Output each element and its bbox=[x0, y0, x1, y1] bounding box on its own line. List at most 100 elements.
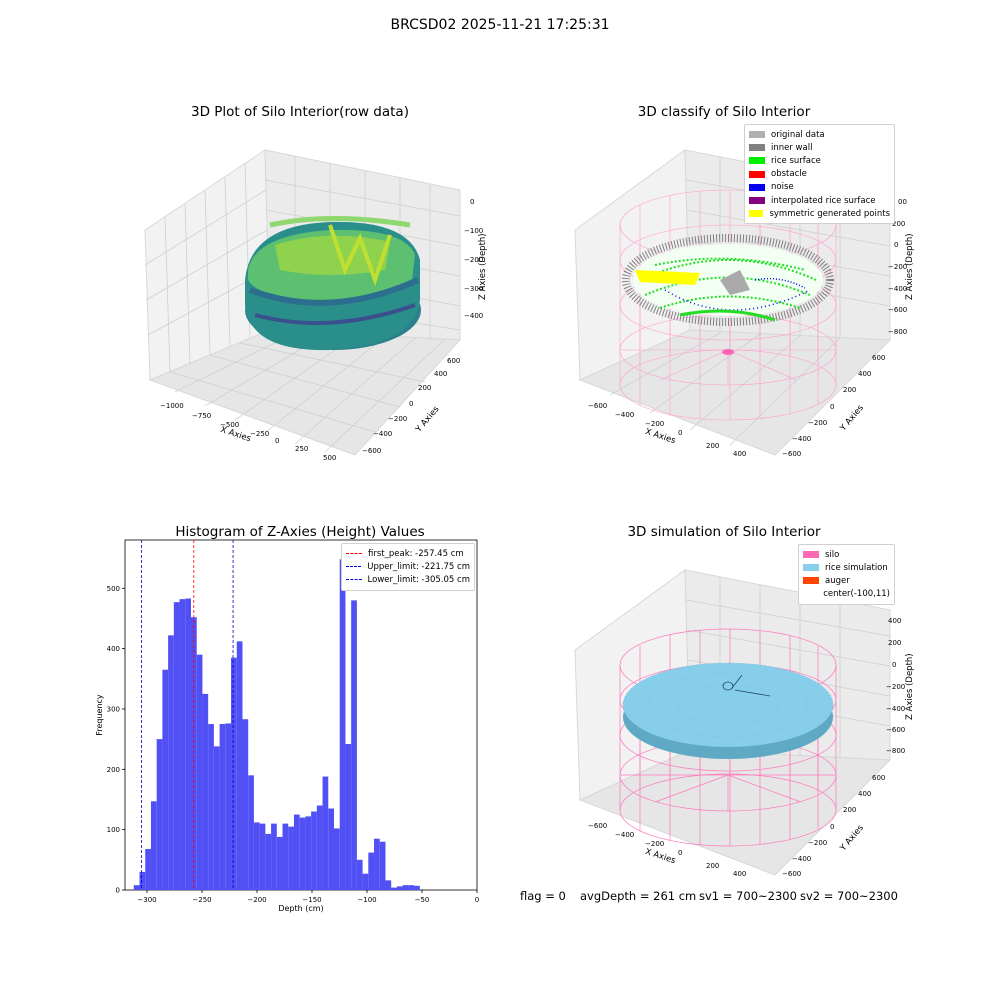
legend-label: noise bbox=[771, 182, 794, 193]
cls-xtick: 400 bbox=[733, 450, 746, 458]
raw-ytick: 200 bbox=[418, 384, 431, 392]
sim-ztick: −600 bbox=[886, 726, 905, 734]
cls-ytick: −400 bbox=[792, 435, 811, 443]
cls-ytick: 200 bbox=[843, 386, 856, 394]
sim-ytick: 400 bbox=[858, 790, 871, 798]
legend-swatch bbox=[749, 157, 765, 165]
legend-label: obstacle bbox=[771, 169, 807, 180]
histogram-bar bbox=[362, 873, 369, 890]
raw-xtick: −750 bbox=[192, 412, 211, 420]
legend-label: center(-100,11) bbox=[823, 589, 890, 600]
legend-entry: Lower_limit: -305.05 cm bbox=[346, 573, 470, 586]
sim-xtick: 0 bbox=[678, 849, 682, 857]
legend-entry: symmetric generated points bbox=[749, 207, 890, 220]
cls-ytick: 400 bbox=[858, 370, 871, 378]
sim-ztick: 200 bbox=[888, 639, 901, 647]
histogram-bar bbox=[391, 887, 397, 890]
histogram-bar bbox=[305, 816, 312, 890]
histogram-bar bbox=[402, 885, 409, 890]
rice-simulation-surface bbox=[622, 662, 834, 759]
histogram-bar bbox=[242, 719, 249, 890]
status-flag: flag = 0 bbox=[520, 889, 566, 903]
histogram-bar bbox=[259, 823, 266, 890]
sim-ztick: 0 bbox=[892, 661, 896, 669]
sim-xtick: −600 bbox=[588, 822, 607, 830]
raw-ztick: −400 bbox=[464, 312, 483, 320]
raw-ticks: −1000 −750 −500 −250 0 250 500 −600 −400… bbox=[160, 198, 483, 462]
x-tick-label: −300 bbox=[137, 896, 156, 904]
legend-label: inner wall bbox=[771, 142, 813, 153]
x-tick-label: −50 bbox=[415, 896, 430, 904]
classify-plot-title: 3D classify of Silo Interior bbox=[637, 104, 811, 120]
histogram-bar bbox=[299, 817, 306, 890]
raw-3d-plot[interactable]: −1000 −750 −500 −250 0 250 500 −600 −400… bbox=[130, 130, 490, 470]
raw-ztick: −300 bbox=[464, 285, 483, 293]
legend-swatch bbox=[749, 144, 765, 152]
histogram-bar bbox=[374, 838, 380, 890]
status-sv1: sv1 = 700~2300 bbox=[699, 889, 797, 903]
histogram-bars bbox=[133, 559, 420, 890]
cls-ztick: −600 bbox=[888, 306, 907, 314]
raw-xtick: −1000 bbox=[160, 402, 184, 410]
histogram-bar bbox=[345, 743, 352, 890]
histogram-bar bbox=[414, 885, 420, 890]
y-tick-label: 500 bbox=[107, 585, 120, 593]
legend-entry: original data bbox=[749, 128, 890, 141]
histogram-bar bbox=[179, 599, 186, 890]
cls-ytick: 0 bbox=[830, 403, 834, 411]
raw-ytick: 600 bbox=[447, 357, 460, 365]
x-tick-label: 0 bbox=[475, 896, 479, 904]
histogram-bar bbox=[276, 836, 283, 890]
sim-ylabel: Y Axies bbox=[838, 823, 866, 854]
simulation-3d-plot[interactable]: −600 −400 −200 0 200 400 −600 −400 −200 … bbox=[560, 550, 920, 890]
y-tick-label: 400 bbox=[107, 645, 120, 653]
legend-entry: rice surface bbox=[749, 154, 890, 167]
histogram-bar bbox=[379, 841, 386, 890]
legend-swatch bbox=[803, 577, 819, 585]
sim-ytick: 200 bbox=[843, 806, 856, 814]
pane-floor bbox=[578, 329, 892, 456]
x-tick-label: −150 bbox=[302, 896, 321, 904]
raw-ytick: −200 bbox=[388, 415, 407, 423]
histogram-bar bbox=[133, 885, 140, 890]
sim-ytick: −200 bbox=[808, 839, 827, 847]
legend-entry: auger bbox=[803, 574, 890, 587]
sim-ztick: −400 bbox=[886, 705, 905, 713]
auger bbox=[722, 674, 771, 697]
histogram-bar bbox=[351, 600, 357, 890]
histogram-bar bbox=[162, 669, 169, 890]
legend-swatch bbox=[749, 131, 765, 139]
legend-label: interpolated rice surface bbox=[771, 195, 876, 206]
raw-ytick: −600 bbox=[362, 447, 381, 455]
legend-entry: noise bbox=[749, 181, 890, 194]
sim-ztick: −200 bbox=[886, 683, 905, 691]
cls-xtick: 0 bbox=[678, 429, 682, 437]
raw-xtick: 500 bbox=[323, 454, 336, 462]
histogram-chart[interactable]: −300 −250 −200 −150 −100 −50 0 0 100 200 300 400 50… bbox=[80, 530, 500, 920]
raw-ylabel: Y Axies bbox=[413, 404, 441, 435]
legend-line bbox=[346, 579, 362, 581]
x-tick-label: −100 bbox=[357, 896, 376, 904]
y-tick-label: 200 bbox=[107, 766, 120, 774]
sim-xtick: −200 bbox=[645, 840, 664, 848]
histogram-bar bbox=[145, 848, 151, 890]
sim-ytick: −400 bbox=[792, 855, 811, 863]
histogram-xlabel: Depth (cm) bbox=[278, 904, 323, 913]
histogram-bar bbox=[139, 871, 146, 890]
sim-zlabel: Z Axies (Depth) bbox=[905, 653, 915, 720]
histogram-bar bbox=[208, 724, 214, 890]
histogram-bar bbox=[219, 724, 226, 890]
histogram-bar bbox=[236, 641, 243, 890]
histogram-bar bbox=[265, 833, 272, 890]
cls-ztick: 200 bbox=[892, 220, 905, 228]
sim-ztick: 400 bbox=[888, 617, 901, 625]
legend-label: rice surface bbox=[771, 155, 821, 166]
pane-floor bbox=[578, 749, 892, 876]
cls-ytick: −200 bbox=[808, 419, 827, 427]
classify-3d-plot[interactable]: −600 −400 −200 0 200 400 −600 −400 −200 … bbox=[560, 130, 920, 470]
legend-label: rice simulation bbox=[825, 562, 888, 573]
raw-ztick: 0 bbox=[470, 198, 474, 206]
cls-xtick: −200 bbox=[645, 420, 664, 428]
sim-xtick: 200 bbox=[706, 862, 719, 870]
histogram-bar bbox=[185, 598, 191, 890]
